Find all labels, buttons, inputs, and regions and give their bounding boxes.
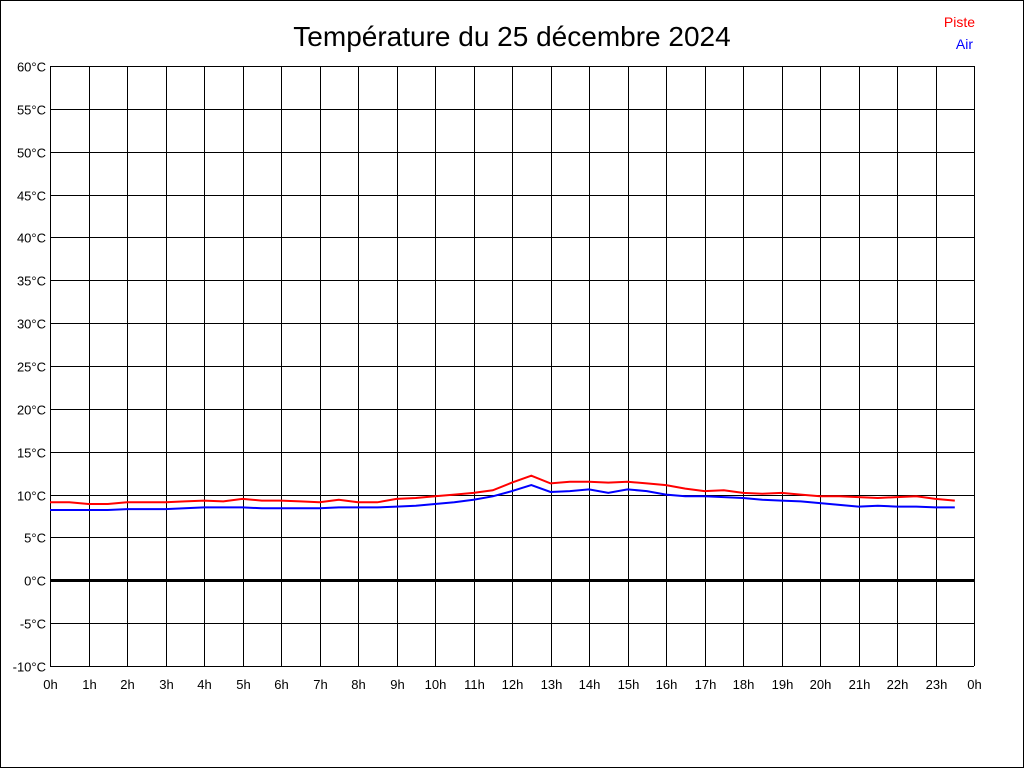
x-tick-label: 23h	[926, 677, 948, 692]
y-tick-label: 60°C	[17, 60, 46, 75]
x-tick-label: 0h	[967, 677, 981, 692]
y-tick-label: 10°C	[17, 489, 46, 504]
x-tick-label: 1h	[82, 677, 96, 692]
x-tick-label: 13h	[541, 677, 563, 692]
x-tick-label: 3h	[159, 677, 173, 692]
y-tick-label: 0°C	[24, 574, 46, 589]
y-tick-label: 55°C	[17, 103, 46, 118]
x-tick-label: 19h	[772, 677, 794, 692]
y-tick-label: 50°C	[17, 146, 46, 161]
chart-title: Température du 25 décembre 2024	[293, 21, 730, 52]
y-tick-label: 20°C	[17, 403, 46, 418]
x-tick-label: 17h	[695, 677, 717, 692]
x-tick-label: 9h	[390, 677, 404, 692]
y-tick-label: -10°C	[13, 660, 46, 675]
y-tick-label: 5°C	[24, 531, 46, 546]
series-line-piste	[50, 474, 955, 505]
legend-piste: Piste	[944, 14, 975, 30]
series-line-air	[50, 484, 955, 511]
y-tick-label: 30°C	[17, 317, 46, 332]
x-tick-label: 21h	[849, 677, 871, 692]
y-tick-label: 25°C	[17, 360, 46, 375]
y-tick-label: -5°C	[20, 617, 46, 632]
y-tick-label: 35°C	[17, 274, 46, 289]
x-tick-label: 11h	[464, 677, 485, 692]
x-tick-label: 4h	[197, 677, 211, 692]
y-tick-label: 45°C	[17, 189, 46, 204]
x-tick-label: 15h	[618, 677, 640, 692]
x-tick-label: 8h	[351, 677, 365, 692]
x-tick-label: 20h	[810, 677, 832, 692]
x-tick-label: 14h	[579, 677, 601, 692]
x-tick-label: 12h	[502, 677, 524, 692]
x-tick-label: 5h	[236, 677, 250, 692]
y-tick-label: 40°C	[17, 231, 46, 246]
x-tick-label: 7h	[313, 677, 327, 692]
x-tick-label: 2h	[120, 677, 134, 692]
x-tick-label: 22h	[887, 677, 909, 692]
x-tick-label: 16h	[656, 677, 678, 692]
x-tick-label: 18h	[733, 677, 755, 692]
y-tick-label: 15°C	[17, 446, 46, 461]
x-tick-label: 10h	[425, 677, 447, 692]
x-tick-label: 0h	[43, 677, 57, 692]
legend-air: Air	[956, 36, 973, 52]
x-tick-label: 6h	[274, 677, 288, 692]
